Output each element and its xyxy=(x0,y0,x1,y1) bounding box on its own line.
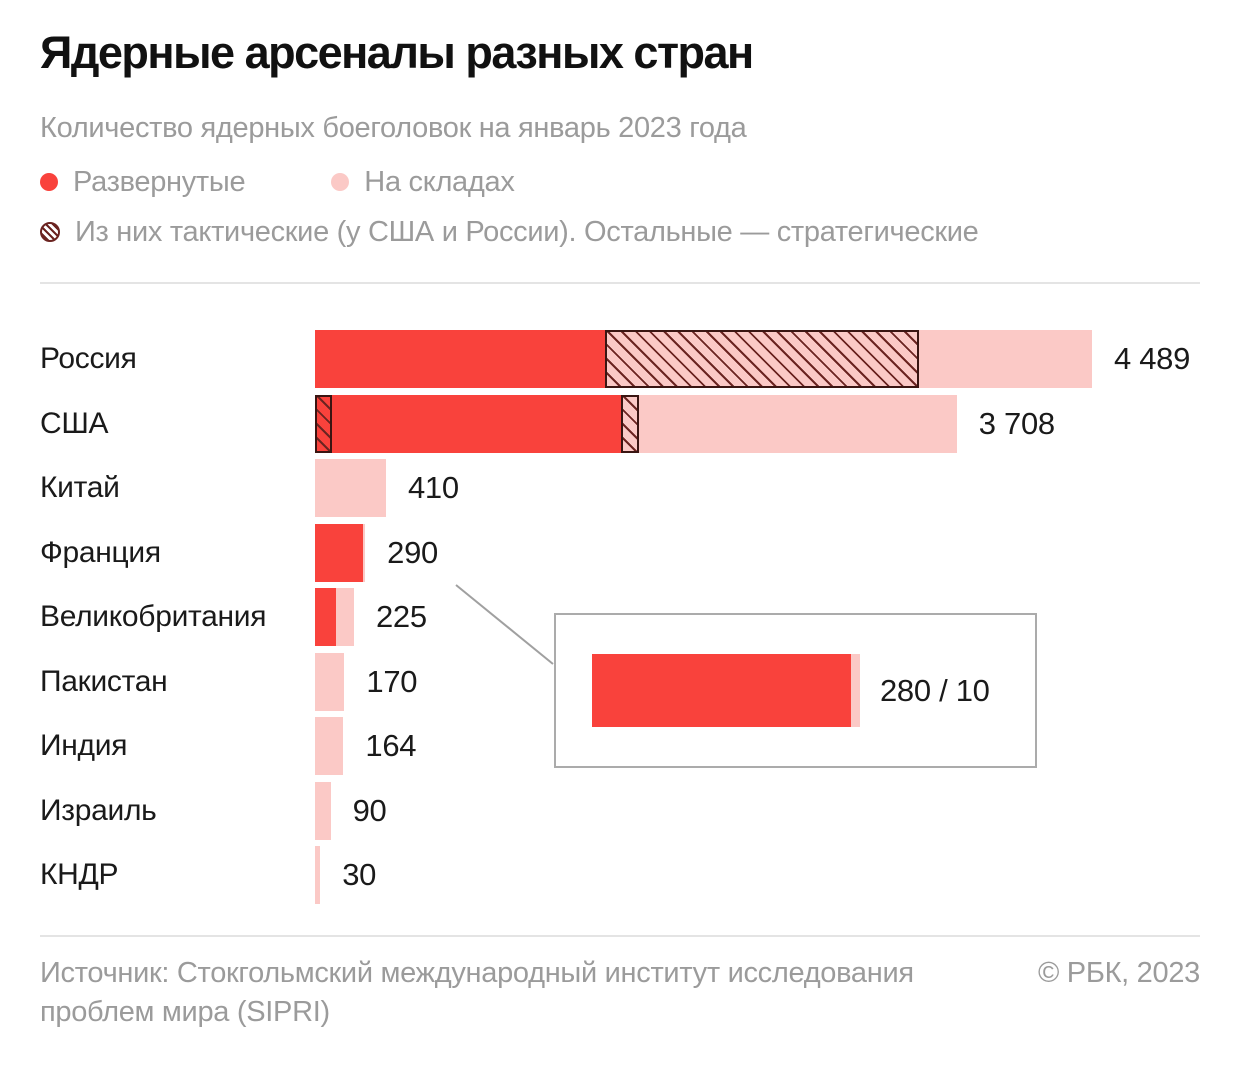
bar-segment-stored xyxy=(315,717,344,775)
divider-bottom xyxy=(40,935,1200,937)
legend-row-tactical: Из них тактические (у США и России). Ост… xyxy=(40,215,1200,248)
france-callout-value: 280 / 10 xyxy=(879,672,990,708)
hatched-circle-icon xyxy=(40,222,60,242)
bar xyxy=(315,394,957,453)
bar-segment-tactical-deployed xyxy=(315,394,333,453)
bar-track: 4 489 xyxy=(315,330,1190,388)
bar-track: 290 xyxy=(315,523,438,582)
chart-subtitle: Количество ядерных боеголовок на январь … xyxy=(40,112,747,144)
chart-row: Франция 290 xyxy=(40,523,1200,582)
bar-segment-deployed xyxy=(315,523,364,582)
france-callout-bar xyxy=(592,654,860,727)
bar xyxy=(315,588,354,646)
bar-segment-stored xyxy=(315,459,386,517)
bar-track: 30 xyxy=(315,846,376,904)
bar xyxy=(315,523,366,582)
country-label: Пакистан xyxy=(40,664,168,698)
bar-track: 90 xyxy=(315,781,387,840)
source-text: Источник: Стокгольмский международный ин… xyxy=(40,957,914,1028)
country-label: США xyxy=(40,406,109,440)
chart-row: Пакистан 170 xyxy=(40,652,1200,711)
bar-segment-stored xyxy=(363,523,366,582)
chart-row: Россия 4 489 xyxy=(40,330,1200,388)
bar-segment-stored xyxy=(315,781,331,840)
country-label: Россия xyxy=(40,342,137,375)
chart-row: Израиль 90 xyxy=(40,781,1200,840)
chart-row: США 3 708 xyxy=(40,394,1200,453)
bar-track: 225 xyxy=(315,588,427,646)
chart-row: КНДР 30 xyxy=(40,846,1200,904)
value-label: 30 xyxy=(342,857,377,892)
country-label: Израиль xyxy=(40,793,157,827)
bar-track: 170 xyxy=(315,652,418,711)
infographic-page: Ядерные арсеналы разных стран Количество… xyxy=(0,28,1240,1082)
legend-label-tactical: Из них тактические (у США и России). Ост… xyxy=(75,215,979,248)
country-label: Франция xyxy=(40,535,161,569)
country-label: Великобритания xyxy=(40,600,267,633)
legend-label-deployed: Развернутые xyxy=(73,165,246,198)
country-label: КНДР xyxy=(40,858,119,891)
legend-label-stored: На складах xyxy=(364,165,515,198)
bar xyxy=(315,459,386,517)
bar xyxy=(315,717,344,775)
country-label: Индия xyxy=(40,729,128,762)
stored-dot-icon xyxy=(331,173,350,191)
bar-segment-stored xyxy=(315,652,345,711)
bar-segment-deployed xyxy=(592,654,851,727)
bar-segment-stored xyxy=(335,588,354,646)
copyright-text: © РБК, 2023 xyxy=(1037,957,1200,989)
bar-segment-stored xyxy=(919,330,1092,388)
france-callout-box: 280 / 10 xyxy=(554,613,1037,768)
footer: Источник: Стокгольмский международный ин… xyxy=(40,954,1200,1032)
bar-track: 164 xyxy=(315,717,417,775)
bar xyxy=(315,846,321,904)
bar-segment-deployed xyxy=(332,394,622,453)
bar-segment-tactical-stored xyxy=(604,330,920,388)
legend-item-deployed: Развернутые xyxy=(40,165,246,199)
bar-segment-deployed xyxy=(315,588,336,646)
bar xyxy=(315,652,345,711)
value-label: 90 xyxy=(352,792,387,828)
bar xyxy=(315,781,331,840)
bar-segment-deployed xyxy=(315,330,605,388)
bar-chart-area: Россия 4 489 США 3 708 Китай 410 Франция 290 Вел… xyxy=(40,330,1200,904)
page-title: Ядерные арсеналы разных стран xyxy=(40,27,754,78)
value-label: 290 xyxy=(387,534,438,570)
chart-row: Индия 164 xyxy=(40,717,1200,775)
value-label: 170 xyxy=(366,663,418,699)
bar-segment-stored xyxy=(315,846,321,904)
bar-track: 3 708 xyxy=(315,394,1055,453)
bar-segment-tactical-stored xyxy=(621,394,639,453)
bar-segment-stored xyxy=(850,654,860,727)
value-label: 225 xyxy=(375,599,427,634)
value-label: 410 xyxy=(407,470,459,505)
chart-row: Китай 410 xyxy=(40,459,1200,517)
legend-item-stored: На складах xyxy=(331,165,515,199)
legend-row-main: Развернутые На складах xyxy=(40,165,1200,199)
divider-top xyxy=(40,282,1200,284)
chart-row: Великобритания 225 xyxy=(40,588,1200,646)
bar-track: 410 xyxy=(315,459,459,517)
value-label: 4 489 xyxy=(1113,341,1191,376)
value-label: 3 708 xyxy=(978,405,1055,441)
country-label: Китай xyxy=(40,471,120,504)
deployed-dot-icon xyxy=(40,173,58,191)
bar-segment-stored xyxy=(638,394,957,453)
value-label: 164 xyxy=(365,728,417,763)
bar xyxy=(315,330,1092,388)
